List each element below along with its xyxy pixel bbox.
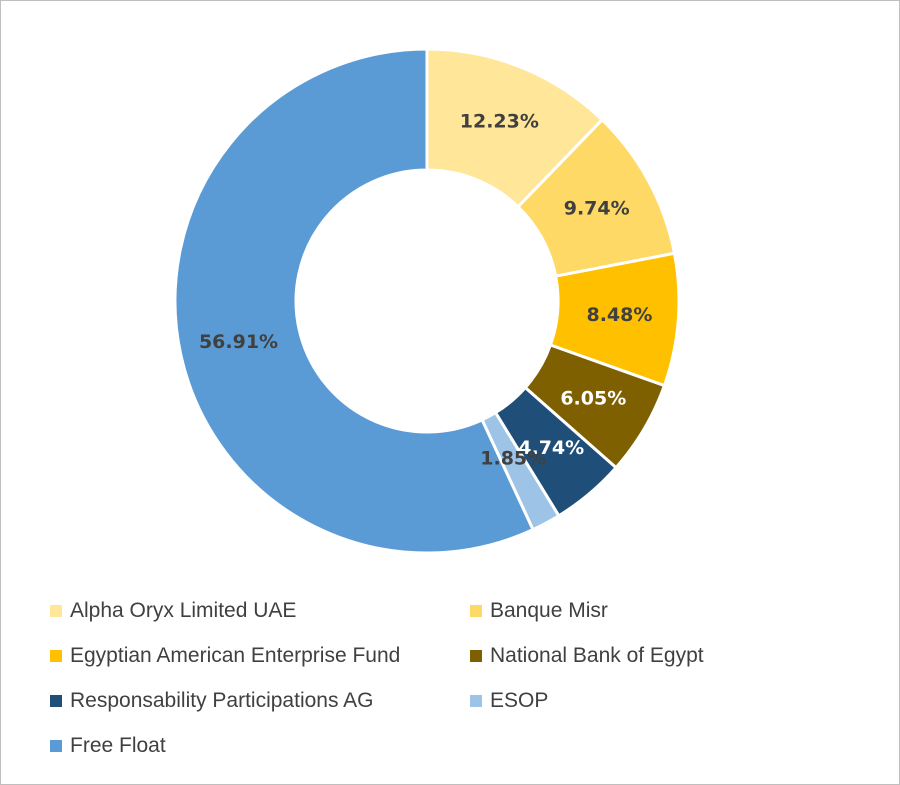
legend-swatch [50,740,62,752]
legend-swatch [470,650,482,662]
data-label: 1.85% [480,448,546,470]
legend-label: Responsability Participations AG [70,689,374,712]
legend-label: National Bank of Egypt [490,644,704,667]
legend-item: Alpha Oryx Limited UAE [50,599,296,623]
data-label: 56.91% [199,331,278,353]
legend-item: ESOP [470,689,548,713]
legend-swatch [50,605,62,617]
legend-swatch [470,695,482,707]
legend-swatch [50,695,62,707]
legend-label: Alpha Oryx Limited UAE [70,599,297,622]
legend-label: ESOP [490,689,549,712]
legend-item: Banque Misr [470,599,608,623]
legend-item: Free Float [50,734,166,758]
legend-item: Egyptian American Enterprise Fund [50,644,400,668]
legend-swatch [50,650,62,662]
legend-swatch [470,605,482,617]
legend-label: Free Float [70,734,166,757]
legend-label: Banque Misr [490,599,608,622]
data-label: 12.23% [460,111,539,133]
data-label: 6.05% [560,387,626,409]
data-label: 8.48% [586,304,652,326]
legend-item: National Bank of Egypt [470,644,704,668]
legend-label: Egyptian American Enterprise Fund [70,644,401,667]
legend-item: Responsability Participations AG [50,689,374,713]
slice-free-float [173,47,535,555]
data-label: 4.74% [518,437,584,459]
data-label: 9.74% [564,198,630,220]
